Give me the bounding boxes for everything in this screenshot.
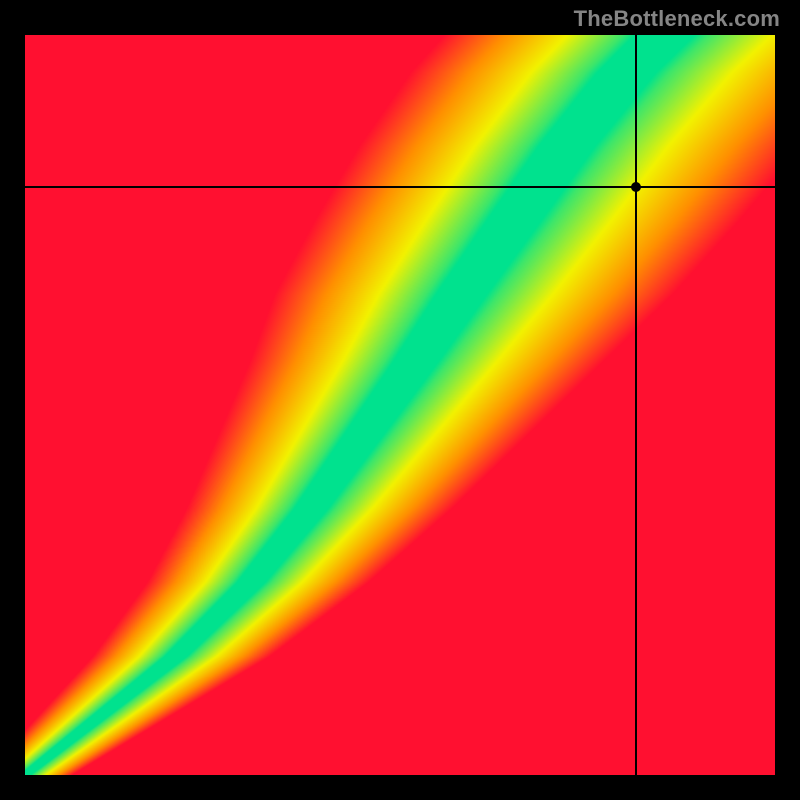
watermark-text: TheBottleneck.com [574, 6, 780, 32]
chart-root: TheBottleneck.com [0, 0, 800, 800]
crosshair-vertical [635, 35, 637, 775]
crosshair-horizontal [25, 186, 775, 188]
heatmap-canvas [25, 35, 775, 775]
marker-dot [631, 182, 641, 192]
